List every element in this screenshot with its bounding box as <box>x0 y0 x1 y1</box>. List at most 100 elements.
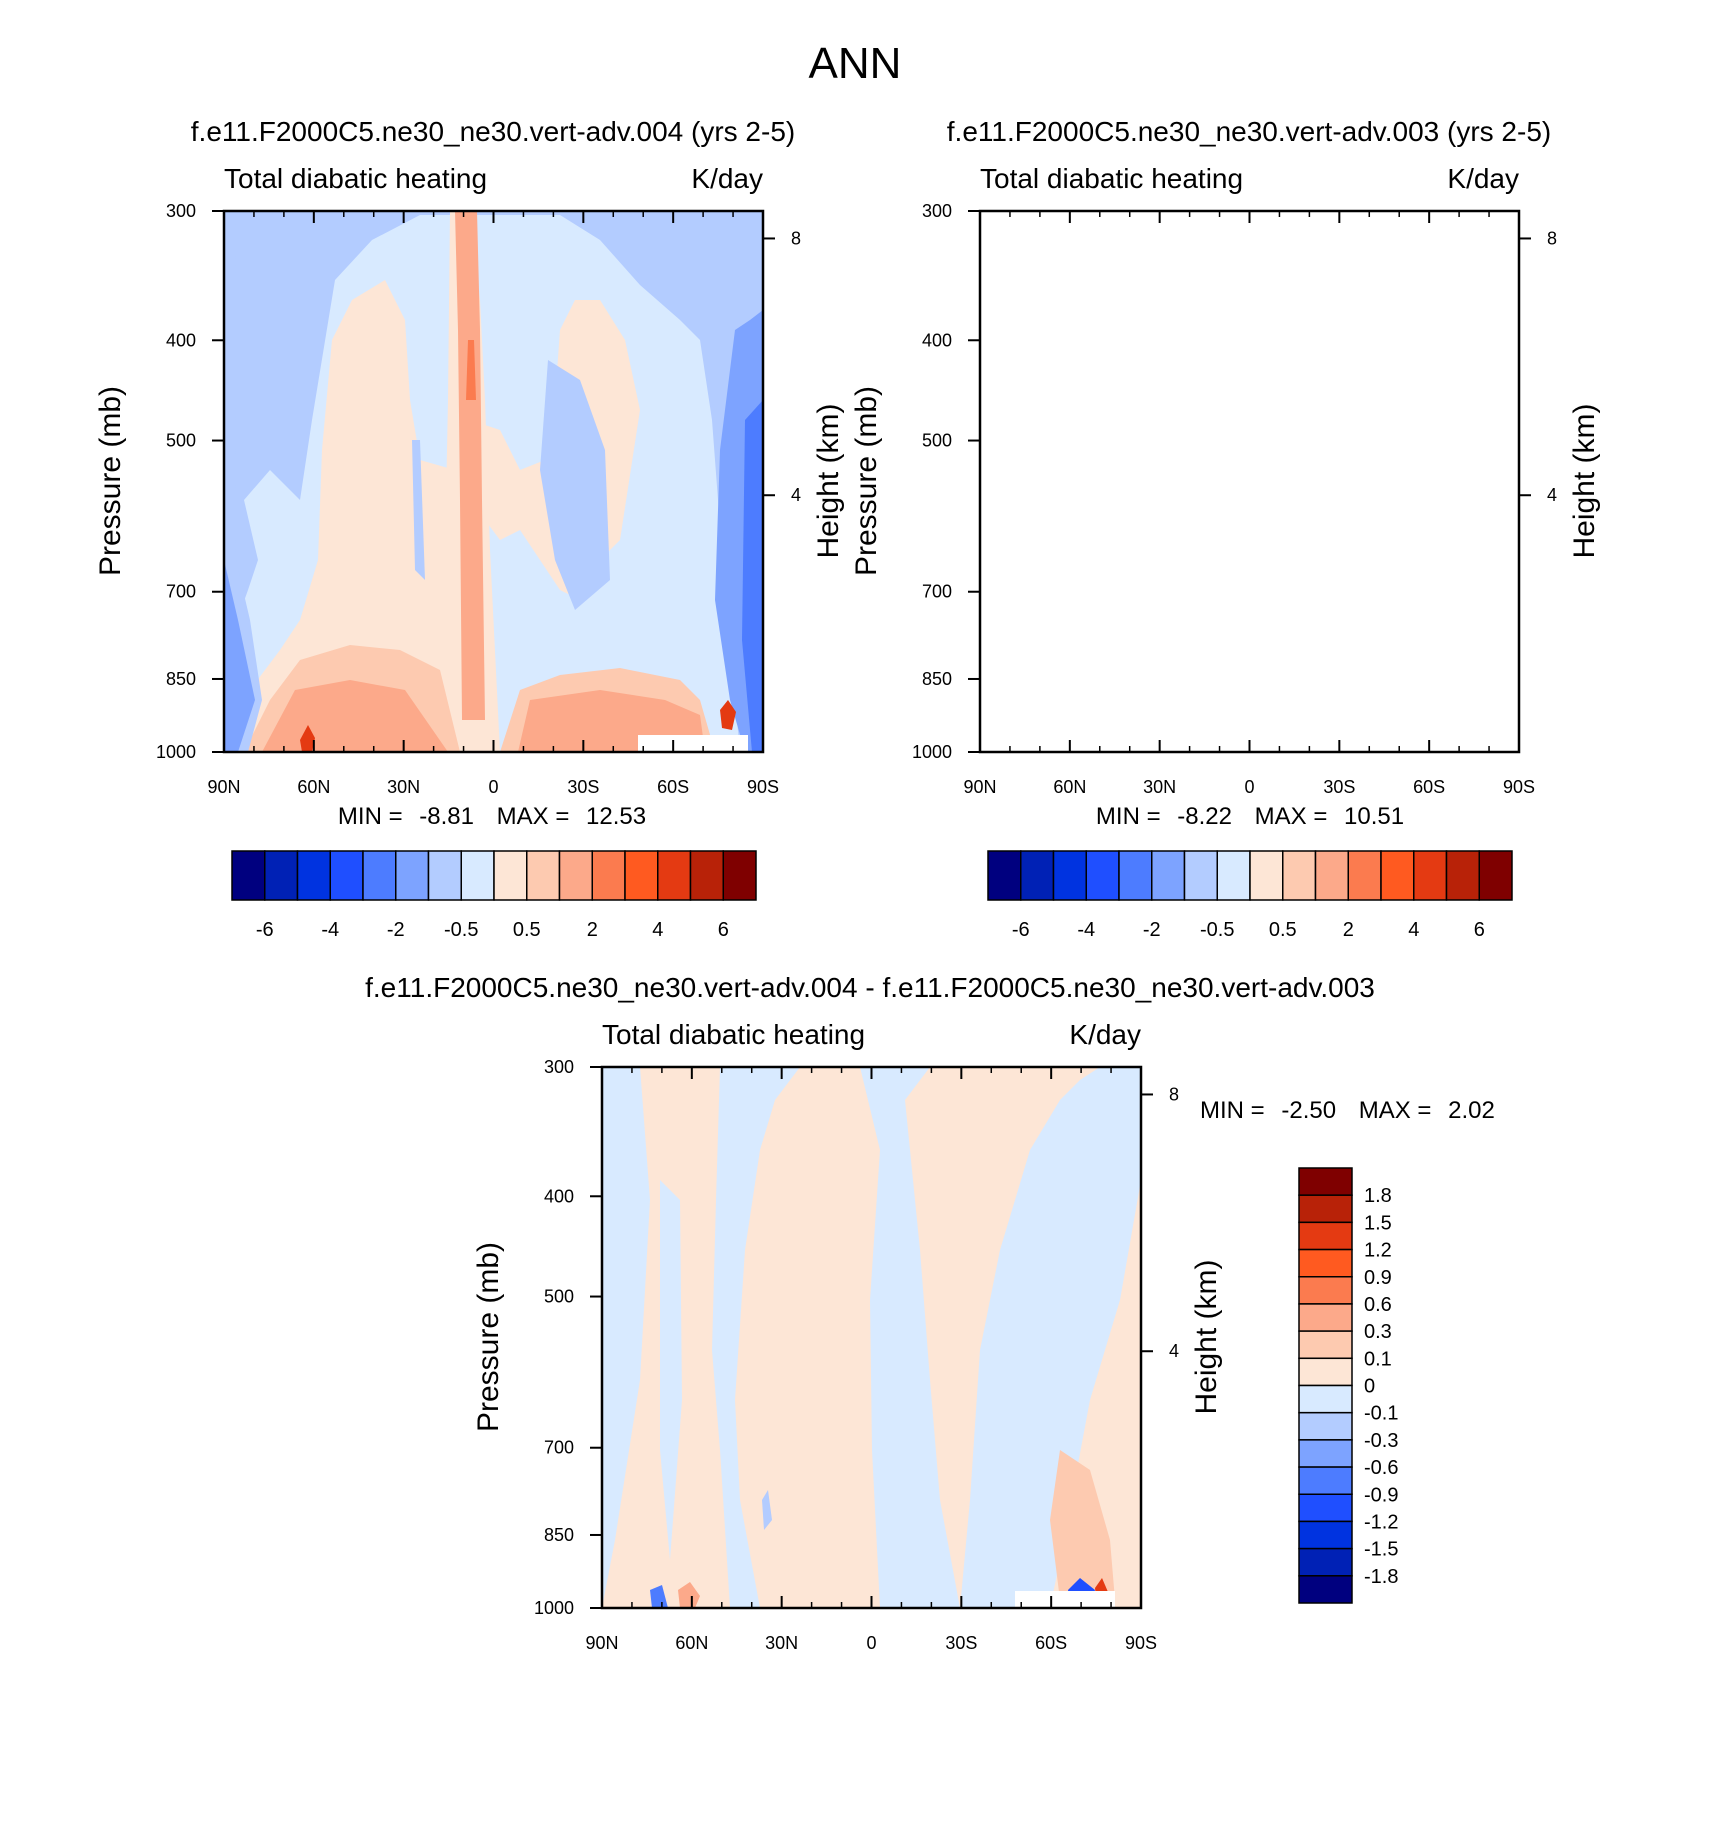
field-region-hotspot <box>720 700 736 730</box>
panel-c-units: K/day <box>1069 1019 1141 1050</box>
height-tick-label: 8 <box>1169 1084 1179 1104</box>
colorbar-swatch <box>591 850 626 901</box>
x-tick-label: 30S <box>1323 777 1355 797</box>
colorbar-swatch <box>689 850 724 901</box>
colorbar-swatch <box>1298 1493 1353 1523</box>
colorbar-label: -6 <box>1012 919 1030 941</box>
y-tick-label: 300 <box>544 1057 574 1077</box>
colorbar-label: 1.2 <box>1364 1240 1392 1262</box>
y-tick-label: 400 <box>544 1186 574 1206</box>
height-tick-label: 4 <box>791 485 801 505</box>
colorbar-swatch <box>427 850 462 901</box>
panel-a-colorbar: -6 -4 -2 -0.5 0.5 2 4 6 <box>231 850 757 941</box>
colorbar-swatch <box>362 850 397 901</box>
x-tick-label: 0 <box>1244 777 1254 797</box>
y-tick-label: 400 <box>922 330 952 350</box>
colorbar-label: 0.6 <box>1364 1294 1392 1316</box>
panel-c-title: f.e11.F2000C5.ne30_ne30.vert-adv.004 - f… <box>365 972 1375 1003</box>
field-region-hotspot <box>300 725 315 752</box>
colorbar-swatch <box>1249 850 1284 901</box>
field-region-nh-surface-heating <box>1000 645 1216 752</box>
field-region-missing <box>1394 735 1504 752</box>
field-region-weak-cooling <box>986 215 1496 752</box>
field-region-sh-cooling <box>1296 360 1366 610</box>
colorbar-swatch <box>1298 1248 1353 1278</box>
colorbar-swatch <box>987 850 1022 901</box>
field-region-sh-surface-heating-core <box>1274 690 1461 752</box>
panel-b-left-label: Total diabatic heating <box>980 163 1243 194</box>
field-region-nh-cooling <box>412 440 425 580</box>
x-tick-label: 90N <box>585 1633 618 1653</box>
y-tick-label: 850 <box>922 669 952 689</box>
panel-b-colorbar: -6 -4 -2 -0.5 0.5 2 4 6 <box>987 850 1513 941</box>
panel-b-y-label: Pressure (mb) <box>850 386 883 576</box>
panel-b-max-value: 10.51 <box>1344 803 1404 830</box>
colorbar-swatch <box>1298 1547 1353 1577</box>
x-tick-label: 90S <box>1125 1633 1157 1653</box>
colorbar-swatch <box>1298 1194 1353 1224</box>
panel-a-stats: MIN = -8.81 MAX = 12.53 <box>338 803 646 830</box>
colorbar-label: -0.9 <box>1364 1484 1398 1506</box>
colorbar-swatch <box>1085 850 1120 901</box>
colorbar-swatch <box>1380 850 1415 901</box>
y-tick-label: 400 <box>166 330 196 350</box>
colorbar-swatch <box>1298 1466 1353 1495</box>
panel-b-frame <box>978 209 1521 754</box>
colorbar-label: 2 <box>1343 919 1354 941</box>
panel-b-field <box>980 211 1519 752</box>
colorbar-label: -1.2 <box>1364 1511 1398 1533</box>
y-tick-label: 700 <box>544 1438 574 1458</box>
colorbar-swatch <box>1282 850 1317 901</box>
colorbar-swatch <box>493 850 528 901</box>
colorbar-swatch <box>657 850 692 901</box>
y-tick-label: 500 <box>922 431 952 451</box>
colorbar-swatch <box>526 850 561 901</box>
colorbar-swatch <box>1445 850 1480 901</box>
colorbar-label: -6 <box>256 919 274 941</box>
colorbar-swatch <box>1298 1575 1353 1604</box>
panel-a-y-label: Pressure (mb) <box>94 386 127 576</box>
y-tick-label: 500 <box>166 431 196 451</box>
colorbar-swatch <box>1298 1411 1353 1441</box>
colorbar-label: -0.3 <box>1364 1430 1398 1452</box>
colorbar-swatch <box>1298 1167 1353 1196</box>
panel-c-min-value: -2.50 <box>1281 1097 1336 1124</box>
colorbar-swatch <box>1298 1221 1353 1251</box>
colorbar-swatch <box>1183 850 1218 901</box>
colorbar-swatch <box>1052 850 1087 901</box>
panel-b-axes: 90N 60N 30N 0 30S 60S 90S 300 400 500 700 850 1000 8 4 <box>912 201 1557 797</box>
x-tick-label: 30N <box>1143 777 1176 797</box>
colorbar-swatch <box>395 850 430 901</box>
panel-a-min-label: MIN = <box>338 803 403 830</box>
x-tick-label: 90S <box>1503 777 1535 797</box>
y-tick-label: 850 <box>166 669 196 689</box>
height-tick-label: 4 <box>1169 1341 1179 1361</box>
x-tick-label: 90N <box>207 777 240 797</box>
colorbar-label: 0.5 <box>1269 919 1297 941</box>
field-region-itcz-core <box>466 340 476 400</box>
colorbar-swatch <box>1298 1520 1353 1550</box>
field-region-nh-surface-heating-core <box>1018 680 1204 752</box>
panel-c: f.e11.F2000C5.ne30_ne30.vert-adv.004 - f… <box>365 972 1495 1653</box>
x-tick-label: 60N <box>1053 777 1086 797</box>
colorbar-swatch <box>1298 1357 1353 1387</box>
field-region-arctic-cooling <box>980 211 1018 752</box>
colorbar-swatch <box>1216 850 1251 901</box>
panel-b-max-label: MAX = <box>1255 803 1328 830</box>
colorbar-swatch <box>1314 850 1349 901</box>
panel-b-title: f.e11.F2000C5.ne30_ne30.vert-adv.003 (yr… <box>947 116 1551 147</box>
x-tick-label: 0 <box>488 777 498 797</box>
x-tick-label: 30N <box>765 1633 798 1653</box>
field-region-weak-negative <box>700 1067 1141 1608</box>
panel-b-stats: MIN = -8.22 MAX = 10.51 <box>1096 803 1404 830</box>
colorbar-swatch <box>1020 850 1055 901</box>
colorbar-label: 4 <box>1408 919 1419 941</box>
x-tick-label: 30S <box>945 1633 977 1653</box>
colorbar-swatch <box>296 850 331 901</box>
field-region-antarctic-cooling <box>1471 310 1519 752</box>
colorbar-label: 0.9 <box>1364 1267 1392 1289</box>
field-region-weak-heating <box>230 280 640 752</box>
height-tick-label: 8 <box>1547 228 1557 248</box>
field-region-hotspot <box>1478 703 1491 728</box>
